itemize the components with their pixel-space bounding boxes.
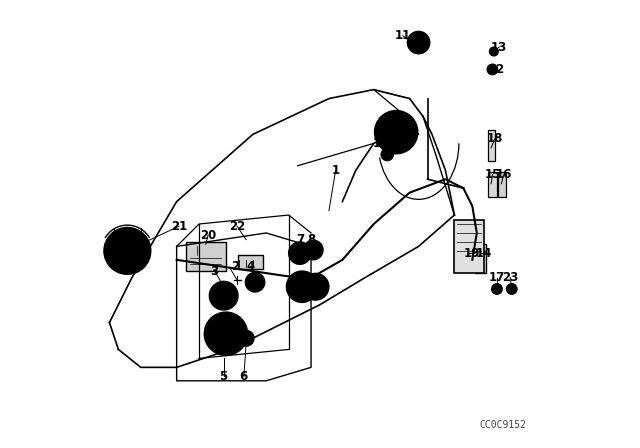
Text: 15: 15 [484,168,500,181]
Circle shape [204,312,248,355]
Circle shape [119,243,136,259]
Circle shape [302,273,329,300]
FancyBboxPatch shape [238,255,262,269]
Text: 18: 18 [486,132,503,146]
Text: 21: 21 [171,220,187,233]
Text: CC0C9152: CC0C9152 [479,420,526,430]
FancyBboxPatch shape [186,242,226,271]
Circle shape [289,242,311,264]
Text: 19: 19 [464,246,481,260]
FancyBboxPatch shape [454,220,484,273]
Text: 11: 11 [395,29,411,43]
Circle shape [490,47,499,56]
Text: 14: 14 [476,246,492,260]
Text: 20: 20 [200,228,216,242]
Text: 17: 17 [489,271,505,284]
Circle shape [506,284,517,294]
Circle shape [303,240,323,260]
Circle shape [287,271,318,302]
Text: 22: 22 [229,220,245,233]
Circle shape [209,281,238,310]
Text: 8: 8 [307,233,315,246]
Text: 13: 13 [491,40,508,54]
Circle shape [408,31,430,54]
Circle shape [245,272,265,292]
FancyBboxPatch shape [488,172,497,197]
Circle shape [381,148,394,161]
Text: 4: 4 [246,260,255,273]
Circle shape [221,328,231,339]
Circle shape [104,228,150,274]
Text: 23: 23 [502,271,518,284]
Text: 5: 5 [220,370,228,383]
FancyBboxPatch shape [475,244,486,273]
Circle shape [374,111,418,154]
Text: 3: 3 [211,264,219,278]
Text: 12: 12 [489,63,505,76]
Text: 6: 6 [240,370,248,383]
Text: 10: 10 [372,137,388,150]
FancyBboxPatch shape [488,130,495,161]
Text: 16: 16 [495,168,512,181]
Text: 2: 2 [231,260,239,273]
Text: 1: 1 [332,164,340,177]
FancyBboxPatch shape [499,172,506,197]
Text: 9: 9 [381,116,389,130]
FancyBboxPatch shape [461,244,472,271]
Circle shape [487,64,498,75]
Text: 7: 7 [296,233,304,246]
Circle shape [391,127,401,138]
Circle shape [492,284,502,294]
Circle shape [238,330,254,346]
